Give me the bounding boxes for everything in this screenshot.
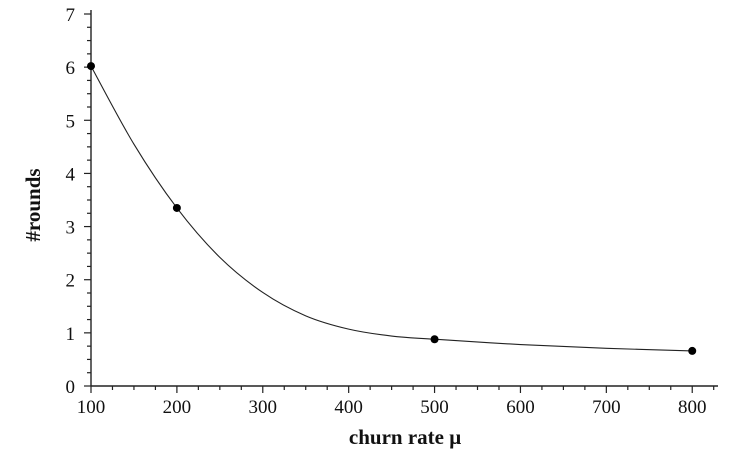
x-axis-title: churn rate μ [349,425,461,449]
data-point [172,203,181,212]
y-ticks: 0 1 2 3 4 5 6 7 [66,5,91,398]
x-tick-label: 400 [334,397,363,418]
x-tick-label: 100 [77,397,106,418]
series-line [90,65,693,352]
y-tick-label: 4 [66,164,76,185]
axes [90,10,718,387]
x-tick-label: 300 [249,397,278,418]
x-tick-label: 600 [506,397,535,418]
series [87,62,697,355]
x-tick-label: 800 [678,397,707,418]
x-ticks: 100 200 300 400 500 600 700 800 [77,386,715,418]
data-point [87,62,95,71]
y-tick-label: 3 [66,218,76,239]
x-tick-label: 500 [420,397,449,418]
y-tick-label: 1 [66,324,76,345]
x-tick-label: 200 [163,397,192,418]
x-tick-label: 700 [592,397,621,418]
y-tick-label: 2 [66,271,76,292]
data-point [688,346,697,355]
y-tick-label: 6 [66,58,76,79]
y-tick-label: 0 [66,377,76,398]
data-point [430,335,439,344]
y-tick-label: 7 [66,5,76,26]
y-tick-label: 5 [66,111,76,132]
y-axis-title: #rounds [21,168,45,241]
